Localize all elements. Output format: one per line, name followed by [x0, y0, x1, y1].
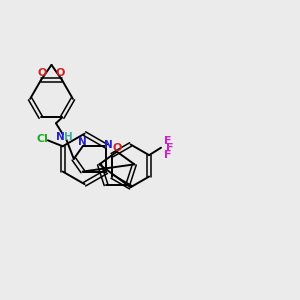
Text: F: F: [164, 151, 171, 160]
Text: F: F: [164, 136, 171, 146]
Text: H: H: [64, 132, 73, 142]
Text: O: O: [112, 143, 122, 153]
Text: N: N: [56, 132, 65, 142]
Text: O: O: [56, 68, 65, 78]
Text: O: O: [38, 68, 47, 78]
Text: Cl: Cl: [37, 134, 49, 144]
Text: F: F: [166, 143, 174, 153]
Text: N: N: [78, 137, 87, 147]
Text: N: N: [104, 140, 113, 150]
